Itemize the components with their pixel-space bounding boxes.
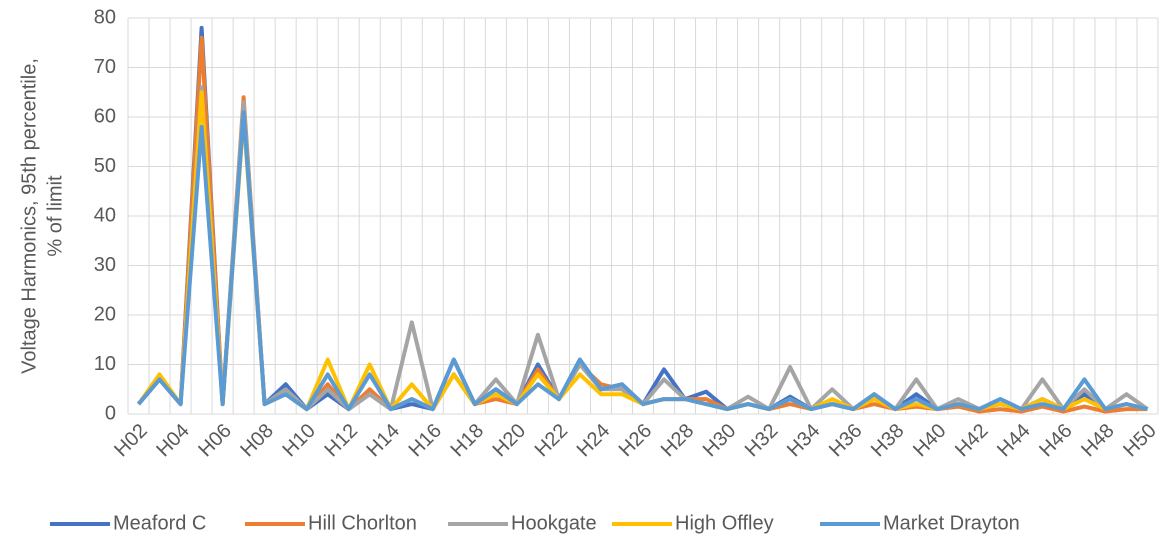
series-line xyxy=(136,90,1148,412)
y-axis-label: % of limit xyxy=(44,175,66,257)
x-tick-label: H14 xyxy=(363,420,405,462)
x-tick-label: H50 xyxy=(1119,420,1160,462)
series-line xyxy=(136,35,1148,414)
x-tick-label: H22 xyxy=(531,420,573,462)
x-tick-label: H46 xyxy=(1035,420,1077,462)
x-tick-label: H28 xyxy=(657,420,699,462)
series-line xyxy=(136,110,1148,412)
y-tick-label: 10 xyxy=(94,353,116,375)
x-tick-label: H26 xyxy=(615,420,657,462)
series-line xyxy=(136,25,1148,412)
x-tick-label: H12 xyxy=(320,420,362,462)
y-tick-label: 70 xyxy=(94,56,116,78)
y-tick-label: 20 xyxy=(94,303,116,325)
x-tick-label: H42 xyxy=(951,420,993,462)
x-tick-label: H38 xyxy=(867,420,909,462)
legend-label: Hookgate xyxy=(511,512,597,534)
y-tick-label: 0 xyxy=(105,402,116,424)
y-tick-label: 40 xyxy=(94,204,116,226)
x-tick-label: H36 xyxy=(825,420,867,462)
x-tick-label: H44 xyxy=(993,420,1035,462)
legend-label: Meaford C xyxy=(113,512,206,534)
y-tick-label: 50 xyxy=(94,155,116,177)
x-tick-label: H24 xyxy=(573,420,615,462)
x-tick-label: H08 xyxy=(236,420,278,462)
x-tick-label: H20 xyxy=(489,420,531,462)
legend-label: Hill Chorlton xyxy=(308,512,417,534)
y-axis-label: Voltage Harmonics, 95th percentile, xyxy=(18,58,40,374)
y-tick-label: 80 xyxy=(94,6,116,28)
x-tick-label: H16 xyxy=(405,420,447,462)
x-tick-label: H04 xyxy=(152,420,194,462)
series-line xyxy=(136,85,1149,412)
x-tick-label: H48 xyxy=(1077,420,1119,462)
x-tick-label: H32 xyxy=(741,420,783,462)
x-tick-label: H30 xyxy=(699,420,741,462)
legend-label: Market Drayton xyxy=(883,512,1020,534)
x-tick-label: H06 xyxy=(194,420,236,462)
x-tick-label: H34 xyxy=(783,420,825,462)
legend-label: High Offley xyxy=(675,512,774,534)
x-tick-label: H40 xyxy=(909,420,951,462)
y-tick-label: 30 xyxy=(94,254,116,276)
x-tick-label: H10 xyxy=(278,420,320,462)
y-tick-label: 60 xyxy=(94,105,116,127)
x-tick-label: H02 xyxy=(110,420,152,462)
x-tick-label: H18 xyxy=(447,420,489,462)
